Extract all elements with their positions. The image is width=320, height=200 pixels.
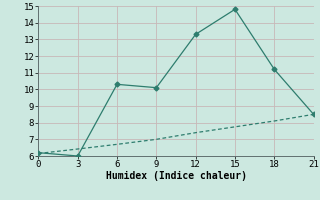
X-axis label: Humidex (Indice chaleur): Humidex (Indice chaleur): [106, 171, 246, 181]
